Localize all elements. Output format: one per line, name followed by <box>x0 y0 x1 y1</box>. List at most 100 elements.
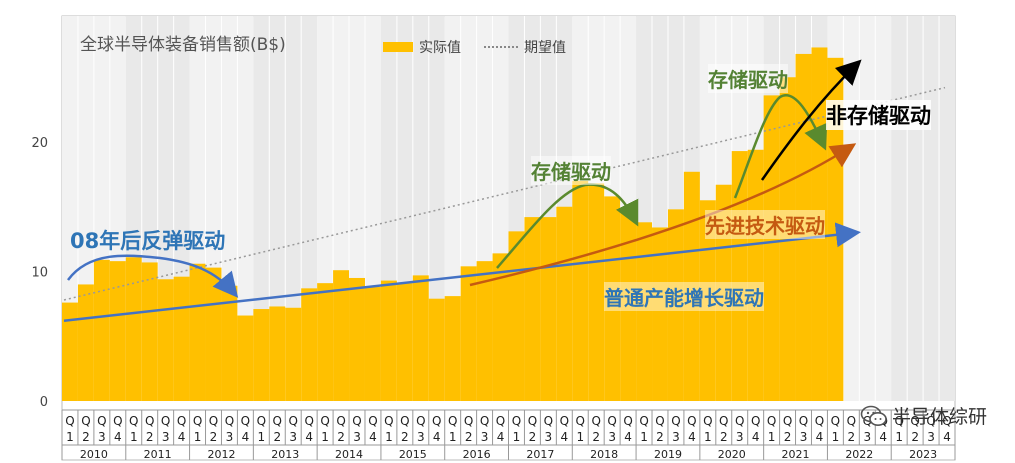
quarter-number-label: 3 <box>800 430 808 444</box>
bar <box>588 183 605 401</box>
bar <box>253 309 270 401</box>
annotation-advanced: 先进技术驱动 <box>705 210 825 239</box>
bar <box>636 222 653 401</box>
bar <box>763 95 780 401</box>
annotation-rebound: 08年后反弹驱动 <box>70 229 226 253</box>
legend-actual-swatch <box>383 42 413 52</box>
bar <box>237 315 254 401</box>
bar <box>556 206 573 401</box>
quarter-prefix-label: Q <box>671 414 680 428</box>
quarter-prefix-label: Q <box>304 414 313 428</box>
quarter-prefix-label: Q <box>719 414 728 428</box>
quarter-number-label: 3 <box>289 430 297 444</box>
y-tick-label: 20 <box>31 136 48 151</box>
year-label: 2011 <box>144 448 172 461</box>
quarter-number-label: 2 <box>720 430 728 444</box>
quarter-number-label: 4 <box>943 430 951 444</box>
quarter-number-label: 4 <box>752 430 760 444</box>
watermark-text: 半导体综研 <box>891 406 987 428</box>
quarter-number-label: 1 <box>385 430 393 444</box>
quarter-number-label: 2 <box>273 430 281 444</box>
quarter-number-label: 3 <box>226 430 234 444</box>
quarter-number-label: 3 <box>353 430 361 444</box>
quarter-prefix-label: Q <box>257 414 266 428</box>
year-label: 2018 <box>590 448 618 461</box>
bar <box>540 217 557 401</box>
quarter-number-label: 3 <box>162 430 170 444</box>
quarter-number-label: 2 <box>656 430 664 444</box>
year-label: 2022 <box>845 448 873 461</box>
quarter-number-label: 1 <box>576 430 584 444</box>
year-label: 2010 <box>80 448 108 461</box>
bar <box>652 227 668 401</box>
year-label: 2021 <box>782 448 810 461</box>
quarter-prefix-label: Q <box>241 414 250 428</box>
quarter-number-label: 4 <box>688 430 696 444</box>
quarter-prefix-label: Q <box>783 414 792 428</box>
quarter-prefix-label: Q <box>831 414 840 428</box>
quarter-number-label: 3 <box>863 430 871 444</box>
quarter-prefix-label: Q <box>161 414 170 428</box>
y-tick-label: 10 <box>31 266 48 281</box>
quarter-prefix-label: Q <box>352 414 361 428</box>
quarter-number-label: 3 <box>672 430 680 444</box>
quarter-prefix-label: Q <box>448 414 457 428</box>
quarter-prefix-label: Q <box>576 414 585 428</box>
quarter-prefix-label: Q <box>910 414 919 428</box>
quarter-prefix-label: Q <box>767 414 776 428</box>
quarter-number-label: 2 <box>82 430 90 444</box>
quarter-number-label: 1 <box>704 430 712 444</box>
quarter-prefix-label: Q <box>815 414 824 428</box>
memory-arrow-2 <box>733 94 828 199</box>
quarter-prefix-label: Q <box>432 414 441 428</box>
quarter-prefix-label: Q <box>480 414 489 428</box>
quarter-number-label: 4 <box>178 430 186 444</box>
bar <box>141 262 158 401</box>
quarter-prefix-label: Q <box>687 414 696 428</box>
quarter-number-label: 1 <box>321 430 329 444</box>
year-label: 2015 <box>399 448 427 461</box>
quarter-prefix-label: Q <box>129 414 138 428</box>
year-label: 2017 <box>526 448 554 461</box>
quarter-number-label: 4 <box>560 430 568 444</box>
quarter-prefix-label: Q <box>320 414 329 428</box>
quarter-number-label: 2 <box>146 430 154 444</box>
bar <box>508 231 525 401</box>
quarter-prefix-label: Q <box>528 414 537 428</box>
quarter-prefix-label: Q <box>273 414 282 428</box>
quarter-prefix-label: Q <box>209 414 218 428</box>
quarter-number-label: 4 <box>816 430 824 444</box>
quarter-number-label: 4 <box>497 430 505 444</box>
quarter-number-label: 1 <box>66 430 74 444</box>
quarter-number-label: 4 <box>879 430 887 444</box>
quarter-prefix-label: Q <box>496 414 505 428</box>
advanced-tech-arrow <box>469 143 857 287</box>
bar <box>125 257 142 401</box>
bar <box>428 298 445 401</box>
legend-expected: 期望值 <box>484 37 566 57</box>
quarter-prefix-label: Q <box>225 414 234 428</box>
quarter-prefix-label: Q <box>894 414 903 428</box>
legend-expected-label: 期望值 <box>524 40 566 56</box>
quarter-prefix-label: Q <box>65 414 74 428</box>
quarter-prefix-label: Q <box>926 414 935 428</box>
year-label: 2019 <box>654 448 682 461</box>
quarter-number-label: 2 <box>337 430 345 444</box>
year-label: 2020 <box>718 448 746 461</box>
bar <box>396 283 413 401</box>
bar <box>173 276 190 401</box>
bar <box>444 296 461 401</box>
quarter-number-label: 2 <box>848 430 856 444</box>
bar <box>333 270 350 401</box>
annotation-general: 普通产能增长驱动 <box>604 282 764 311</box>
bar <box>683 171 700 401</box>
quarter-number-label: 4 <box>433 430 441 444</box>
quarter-number-label: 1 <box>258 430 266 444</box>
bar <box>364 287 381 401</box>
quarter-number-label: 2 <box>465 430 473 444</box>
watermark: 半导体综研 <box>860 402 987 429</box>
bar <box>317 283 334 401</box>
bar <box>285 307 302 401</box>
quarter-prefix-label: Q <box>942 414 951 428</box>
